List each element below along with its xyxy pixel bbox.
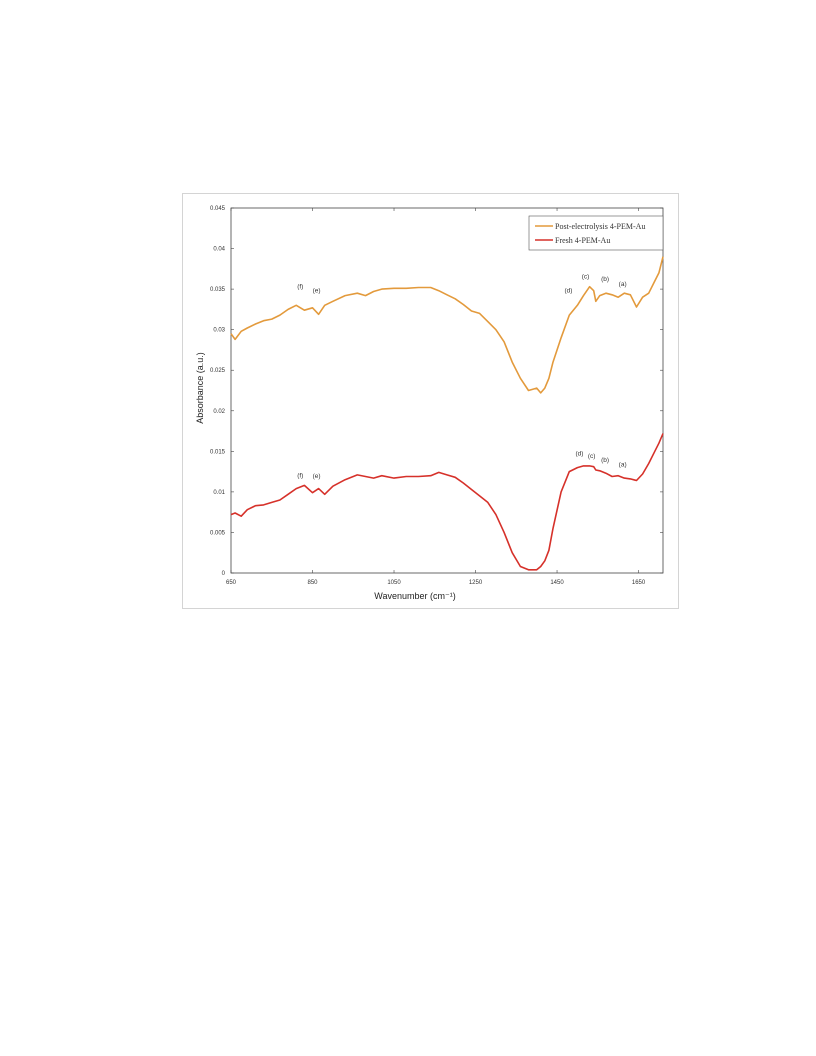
y-tick-label: 0.035 xyxy=(210,287,226,293)
annotations: (f) (e) (d) (c) (b) (a) (f) (e) (d) (c) (b) (a) xyxy=(297,274,626,481)
peak-label: (f) xyxy=(297,472,303,479)
y-axis-title: Absorbance (a.u.) xyxy=(195,352,205,424)
x-tick-label: 1450 xyxy=(550,580,564,586)
y-tick-label: 0.02 xyxy=(213,409,225,415)
peak-label: (d) xyxy=(564,287,572,294)
series-line-1 xyxy=(230,433,664,571)
peak-label: (b) xyxy=(601,457,609,464)
series-line-0 xyxy=(230,256,664,394)
x-tick-label: 1250 xyxy=(469,580,483,586)
peak-label: (c) xyxy=(582,274,590,281)
y-tick-label: 0 xyxy=(222,571,226,577)
y-tick-label: 0.04 xyxy=(213,247,225,253)
y-tick-label: 0.01 xyxy=(213,490,225,496)
y-tick-label: 0.045 xyxy=(210,206,226,212)
y-tick-label: 0.025 xyxy=(210,368,226,374)
line-chart: 650 850 1050 1250 1450 1650 0 0.005 0.01 0.015 0.0… xyxy=(195,206,664,601)
peak-label: (c) xyxy=(588,453,596,460)
x-tick-label: 850 xyxy=(308,580,319,586)
x-tick-label: 1050 xyxy=(387,580,401,586)
x-axis-title: Wavenumber (cm⁻¹) xyxy=(374,591,455,601)
plot-border xyxy=(230,207,664,574)
x-tick-label: 650 xyxy=(226,580,237,586)
peak-label: (f) xyxy=(297,283,303,290)
y-tick-label: 0.03 xyxy=(213,328,225,334)
peak-label: (e) xyxy=(313,473,321,480)
figure-frame: 650 850 1050 1250 1450 1650 0 0.005 0.01 0.015 0.0… xyxy=(182,193,679,609)
peak-label: (d) xyxy=(575,450,583,457)
legend: Post-electrolysis 4-PEM-Au Fresh 4-PEM-Au xyxy=(528,215,664,251)
peak-label: (b) xyxy=(601,276,609,283)
y-tick-label: 0.015 xyxy=(210,449,226,455)
legend-box xyxy=(528,215,664,251)
legend-label: Fresh 4-PEM-Au xyxy=(555,236,610,245)
plot-area xyxy=(230,207,664,574)
peak-label: (e) xyxy=(313,287,321,294)
peak-label: (a) xyxy=(619,281,627,288)
axis-ticks: 650 850 1050 1250 1450 1650 0 0.005 0.01 0.015 0.0… xyxy=(210,206,663,586)
legend-label: Post-electrolysis 4-PEM-Au xyxy=(555,222,645,231)
series-layer xyxy=(230,256,664,571)
peak-label: (a) xyxy=(619,462,627,469)
x-tick-label: 1650 xyxy=(632,580,646,586)
y-tick-label: 0.005 xyxy=(210,530,226,536)
